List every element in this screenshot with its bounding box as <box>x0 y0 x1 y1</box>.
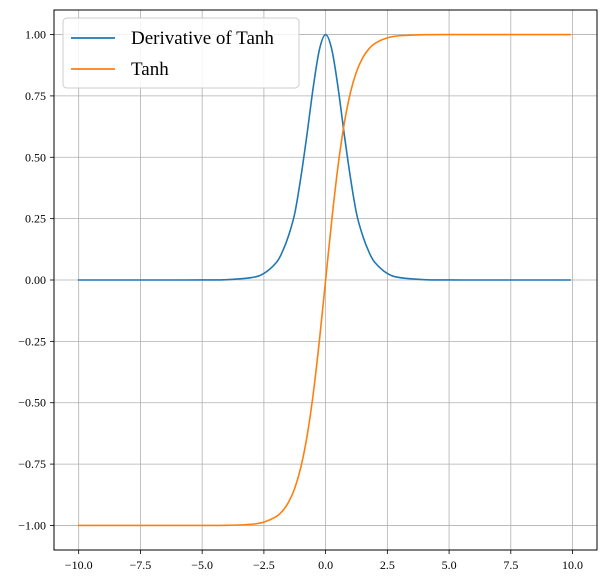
y-tick-label: −1.00 <box>18 518 46 532</box>
series-line-0 <box>77 33 571 281</box>
y-tick-label: 0.00 <box>25 273 46 287</box>
legend: Derivative of Tanh Tanh <box>62 17 300 89</box>
x-tick-label: −5.0 <box>191 558 213 572</box>
legend-label: Tanh <box>131 59 169 80</box>
y-tick-label: 1.00 <box>25 28 46 42</box>
series-layer <box>77 33 571 527</box>
x-tick-label: 10.0 <box>562 558 583 572</box>
y-tick-label: 0.50 <box>25 150 46 164</box>
x-tick-label: −2.5 <box>253 558 275 572</box>
y-tick-label: −0.75 <box>18 457 46 471</box>
x-tick-label: −10.0 <box>65 558 93 572</box>
x-tick-label: 2.5 <box>380 558 395 572</box>
series-line-1 <box>77 33 571 527</box>
axis-ticks: −10.0 −7.5 −5.0 −2.5 0.0 2.5 5.0 7.5 10.0 1.00 0.7… <box>18 28 583 572</box>
x-tick-label: 5.0 <box>442 558 457 572</box>
y-tick-label: 0.25 <box>25 212 46 226</box>
y-tick-label: 0.75 <box>25 89 46 103</box>
y-tick-label: −0.50 <box>18 396 46 410</box>
x-tick-label: −7.5 <box>130 558 152 572</box>
x-tick-label: 7.5 <box>503 558 518 572</box>
legend-label: Derivative of Tanh <box>131 28 274 49</box>
x-tick-label: 0.0 <box>318 558 333 572</box>
y-tick-label: −0.25 <box>18 334 46 348</box>
legend-box <box>62 17 300 89</box>
